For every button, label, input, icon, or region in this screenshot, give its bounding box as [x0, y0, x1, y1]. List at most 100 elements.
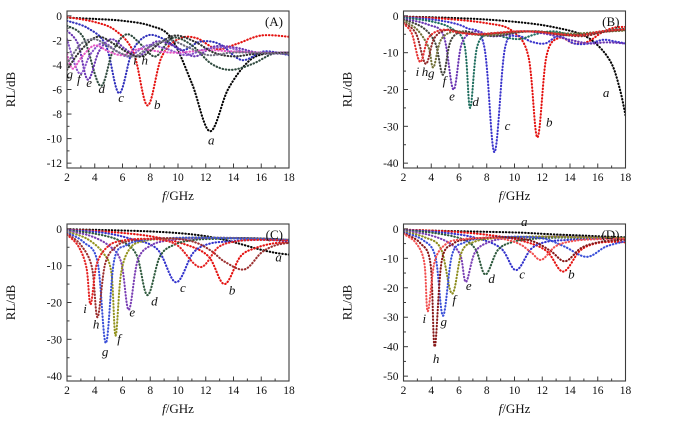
- series-d-curve: [67, 24, 289, 87]
- series-h-curve: [404, 232, 625, 348]
- y-tick-label: -10: [47, 134, 63, 146]
- series-label-d: d: [151, 293, 158, 308]
- x-tick-label: 8: [147, 172, 153, 184]
- series-label-i: i: [133, 52, 137, 67]
- x-axis-title: f/GHz: [162, 188, 194, 203]
- series-label-g: g: [67, 66, 74, 81]
- series-label-d: d: [488, 271, 495, 286]
- x-tick-label: 6: [456, 172, 462, 184]
- x-tick-label: 14: [228, 172, 240, 184]
- x-tick-label: 10: [509, 385, 521, 397]
- series-h-curve: [404, 21, 625, 65]
- series-label-e: e: [449, 89, 455, 104]
- y-axis: 0 -10 -20 -30 -40: [47, 224, 72, 383]
- series-label-d: d: [472, 94, 479, 109]
- panel-label: (C): [266, 227, 283, 242]
- x-tick-label: 12: [200, 172, 212, 184]
- series-label-f: f: [117, 331, 123, 346]
- y-tick-label: -2: [52, 35, 62, 47]
- x-axis: 2 4 6 8 10 12 14 16 18: [401, 376, 632, 397]
- series-b-curve: [404, 228, 625, 273]
- y-tick-label: -20: [47, 298, 63, 310]
- y-tick-label: 0: [56, 11, 62, 23]
- x-tick-label: 2: [64, 172, 70, 184]
- x-tick-label: 8: [484, 385, 490, 397]
- x-tick-label: 2: [401, 172, 407, 184]
- y-tick-label: -10: [383, 253, 399, 265]
- x-tick-label: 4: [92, 172, 98, 184]
- series-label-a: a: [521, 214, 528, 229]
- x-tick-label: 16: [256, 385, 268, 397]
- x-tick-label: 10: [172, 172, 184, 184]
- x-tick-label: 6: [120, 172, 126, 184]
- x-tick-label: 6: [456, 385, 462, 397]
- x-tick-label: 8: [484, 172, 490, 184]
- series-label-a: a: [603, 85, 610, 100]
- x-axis-title: f/GHz: [499, 401, 531, 416]
- y-tick-label: -40: [383, 158, 399, 170]
- x-tick-label: 18: [620, 385, 632, 397]
- series-h-curve: [67, 34, 289, 71]
- series-label-c: c: [519, 266, 525, 281]
- series-curves: [404, 15, 625, 154]
- panel-b: 2 4 6 8 10 12 14 16 18 0 -10 -20 -30 -40 a b c d e f g h i (B) R…: [336, 0, 673, 213]
- series-e-curve: [67, 29, 289, 81]
- y-tick-label: 0: [56, 224, 62, 236]
- series-a-curve: [67, 228, 289, 256]
- y-axis-title: RL/dB: [3, 71, 18, 107]
- series-b-curve: [67, 228, 289, 286]
- y-tick-label: -10: [383, 48, 399, 60]
- y-tick-label: -20: [383, 283, 399, 295]
- x-tick-label: 14: [564, 385, 576, 397]
- x-tick-label: 18: [283, 385, 295, 397]
- series-f-curve: [67, 230, 289, 337]
- series-label-h: h: [93, 316, 100, 331]
- x-tick-label: 18: [620, 172, 632, 184]
- x-tick-label: 14: [564, 172, 576, 184]
- series-a-curve: [67, 16, 289, 133]
- x-tick-label: 2: [401, 385, 407, 397]
- series-label-a: a: [275, 249, 282, 264]
- y-axis: 0 -10 -20 -30 -40 -50: [383, 224, 408, 383]
- series-label-i: i: [416, 64, 420, 79]
- series-label-f: f: [452, 292, 458, 307]
- series-label-c: c: [118, 90, 124, 105]
- x-tick-label: 2: [64, 385, 70, 397]
- series-label-g: g: [428, 66, 435, 81]
- series-c-curve: [404, 229, 625, 272]
- series-label-c: c: [180, 280, 186, 295]
- series-label-h: h: [422, 64, 429, 79]
- series-label-d: d: [98, 81, 105, 96]
- series-label-a: a: [208, 133, 215, 148]
- x-tick-label: 4: [428, 385, 434, 397]
- series-c-curve: [67, 228, 289, 284]
- x-tick-label: 4: [428, 172, 434, 184]
- panel-a: 2 4 6 8 10 12 14 16 18 0 -2 -4 -6 -8 -10 -12 a b c d e f g h i (A…: [0, 0, 336, 213]
- panel-d-chart: 2 4 6 8 10 12 14 16 18 0 -10 -20 -30 -40 -50 a b c d efg h i (…: [340, 214, 632, 416]
- y-axis-title: RL/dB: [3, 284, 18, 320]
- y-tick-label: -8: [52, 109, 62, 121]
- series-h-curve: [67, 232, 289, 319]
- panel-label: (D): [601, 227, 619, 242]
- series-label-b: b: [154, 97, 161, 112]
- y-tick-label: -12: [47, 158, 63, 170]
- x-tick-label: 16: [256, 172, 268, 184]
- series-label-b: b: [546, 114, 553, 129]
- x-axis: 2 4 6 8 10 12 14 16 18: [64, 376, 295, 397]
- series-i-curve: [67, 38, 289, 65]
- series-label-b: b: [568, 266, 575, 281]
- series-label-f: f: [443, 73, 449, 88]
- series-b-curve: [67, 16, 289, 107]
- series-label-f: f: [77, 71, 83, 86]
- y-axis-title: RL/dB: [340, 284, 355, 320]
- series-label-b: b: [229, 282, 236, 297]
- x-tick-label: 10: [509, 172, 521, 184]
- series-curves: [404, 228, 625, 348]
- y-tick-label: -30: [47, 334, 63, 346]
- y-tick-label: -4: [52, 60, 62, 72]
- x-tick-label: 8: [147, 385, 153, 397]
